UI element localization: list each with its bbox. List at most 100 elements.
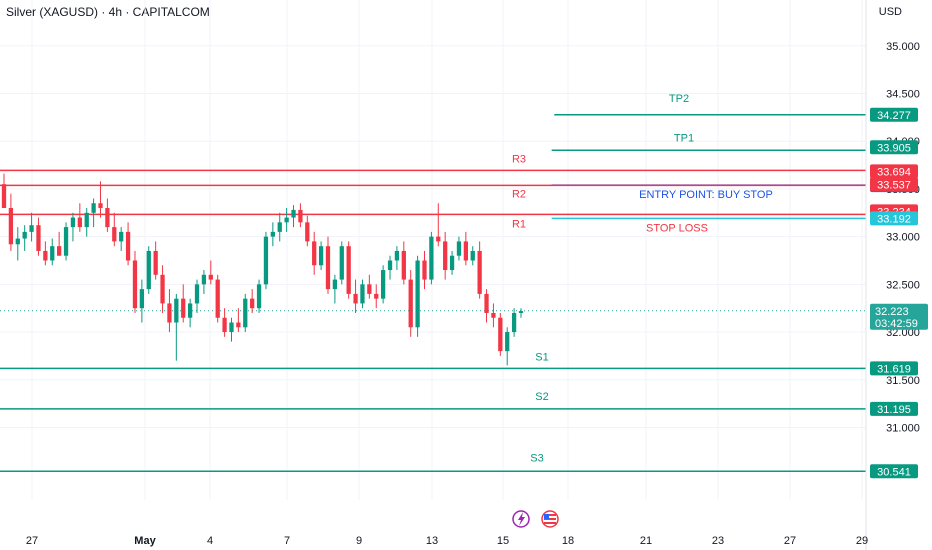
candle-body	[284, 217, 289, 223]
date-label: 4	[207, 535, 213, 547]
candle-body	[208, 274, 213, 280]
candle-body	[1, 184, 7, 209]
candle-body	[449, 255, 455, 271]
level-label-s2: S2	[535, 391, 548, 403]
candle-body	[298, 209, 303, 223]
candle-body	[505, 332, 510, 352]
candle-body	[277, 222, 282, 232]
date-label: 15	[497, 535, 509, 547]
candle-body	[498, 317, 503, 352]
candle-body	[57, 246, 62, 256]
candle-body	[50, 246, 55, 261]
last-price-tag	[870, 303, 928, 330]
symbol-title: Silver (XAGUSD) · 4h · CAPITALCOM	[6, 5, 210, 19]
candle-body	[270, 231, 275, 237]
candle-body	[15, 238, 20, 245]
level-label-s1: S1	[535, 351, 548, 363]
candle-body	[201, 274, 207, 285]
date-label: 13	[426, 535, 438, 547]
price-tick-label: 31.500	[886, 375, 920, 387]
price-tag-text: 31.619	[877, 363, 911, 375]
candle-body	[305, 222, 310, 242]
candle-body	[256, 284, 262, 309]
candle-body	[422, 260, 427, 280]
candle-body	[291, 209, 296, 218]
candle-body	[36, 225, 41, 251]
price-tag-text: 33.537	[877, 179, 911, 191]
candle-body	[491, 312, 496, 318]
price-tag-text: 33.192	[877, 213, 911, 225]
candle-body	[70, 217, 76, 228]
candle-body	[318, 246, 324, 266]
candle-body	[194, 284, 200, 304]
candle-body	[181, 298, 186, 318]
candle-body	[415, 260, 420, 328]
candle-body	[456, 241, 462, 256]
grid	[0, 0, 866, 500]
candle-body	[380, 270, 386, 299]
price-tick-label: 31.000	[886, 422, 920, 434]
candle-body	[332, 279, 338, 290]
candle-body	[98, 203, 103, 209]
us-flag-icon[interactable]	[541, 510, 559, 528]
candle-body	[463, 241, 468, 261]
price-tick-label: 32.500	[886, 279, 920, 291]
price-tag-text: 30.541	[877, 466, 911, 478]
candle-body	[484, 293, 489, 313]
last-price-value: 32.223	[875, 306, 909, 318]
price-tick-label: 33.000	[886, 232, 920, 244]
price-tag-tp1	[870, 140, 918, 155]
candle-body	[511, 312, 517, 333]
candle-body	[339, 246, 344, 280]
candle-body	[153, 250, 158, 275]
candle-body	[22, 231, 27, 239]
date-label: 29	[856, 535, 868, 547]
date-label: 21	[640, 535, 652, 547]
candle-body	[125, 231, 131, 261]
candle-body	[436, 236, 441, 242]
candle-body	[187, 303, 193, 318]
candle-body	[429, 236, 434, 280]
candle-countdown: 03:42:59	[875, 318, 918, 330]
level-label-s3: S3	[530, 452, 543, 464]
price-tag-text: 34.277	[877, 110, 911, 122]
level-label-stoploss: STOP LOSS	[646, 222, 708, 234]
candle-body	[401, 250, 406, 280]
candle-body	[132, 260, 138, 309]
candle-body	[312, 241, 317, 266]
price-tick-label: 32.000	[886, 327, 920, 339]
candle-body	[408, 279, 413, 328]
candle-body	[236, 322, 241, 328]
date-axis[interactable]: 27 May 4 7 9 13 15 18 21 23 27 29	[26, 535, 868, 547]
date-label: 9	[356, 535, 362, 547]
date-label: 7	[284, 535, 290, 547]
currency-label[interactable]: USD	[878, 6, 902, 18]
candle-body	[139, 289, 145, 309]
price-tag-text: 33.694	[877, 166, 911, 178]
candle-body	[360, 284, 365, 304]
candle-body	[146, 250, 151, 290]
candle-body	[374, 293, 379, 299]
level-label-tp2: TP2	[669, 93, 689, 105]
date-label: 27	[26, 535, 38, 547]
price-tags: 34.27733.90533.69433.54033.53733.23433.1…	[870, 107, 928, 479]
price-tag-s3	[870, 464, 918, 479]
price-tick-label: 35.000	[886, 41, 920, 53]
candles	[1, 173, 524, 366]
price-axis[interactable]: 35.00034.50034.00033.50033.00032.50032.0…	[886, 41, 920, 435]
candle-body	[119, 231, 124, 242]
date-label: 18	[562, 535, 574, 547]
level-lines: TP2 TP1 R3 ENTRY POINT: BUY STOP R2 R1 STOP LO…	[0, 93, 866, 473]
level-label-r3: R3	[512, 153, 526, 165]
candle-body	[8, 208, 14, 245]
candle-body	[367, 284, 372, 294]
candle-body	[346, 246, 351, 294]
lightning-icon[interactable]	[512, 510, 530, 528]
candle-body	[215, 279, 220, 318]
price-tick-label: 34.500	[886, 89, 920, 101]
candle-body	[387, 260, 393, 271]
date-label: 23	[712, 535, 724, 547]
candle-body	[443, 241, 448, 271]
candle-body	[43, 250, 48, 261]
